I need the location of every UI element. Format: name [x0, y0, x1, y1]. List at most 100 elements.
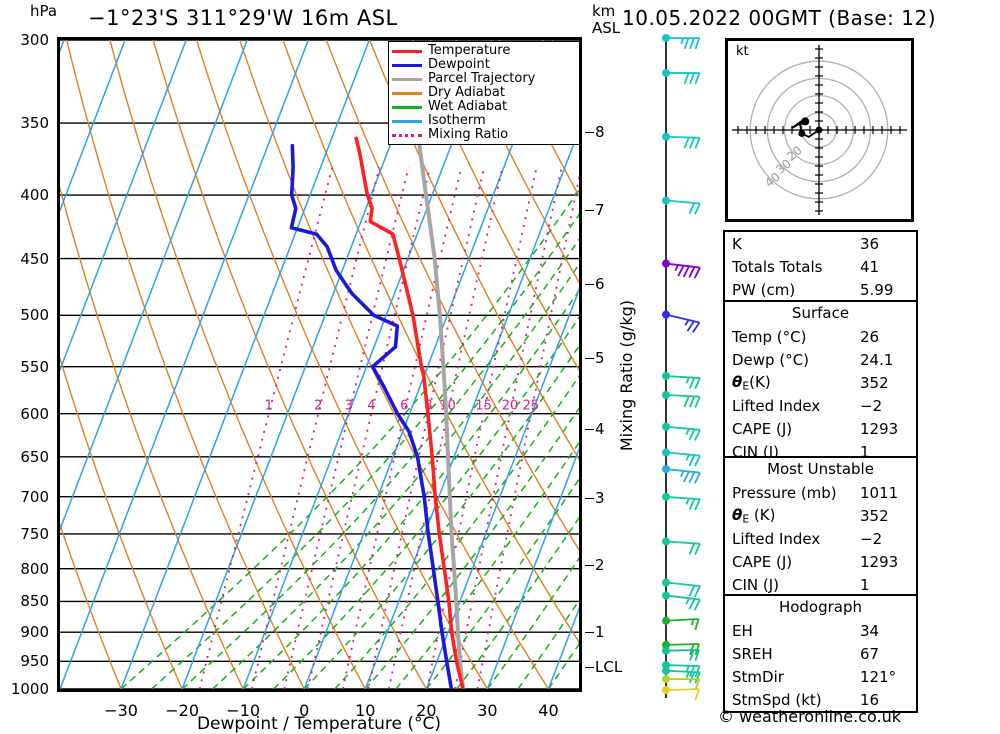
svg-text:15: 15 — [475, 399, 492, 414]
index-row: Lifted Index−2 — [725, 527, 916, 550]
index-label: Pressure (mb) — [732, 484, 860, 502]
lcl-tick-mark — [585, 667, 594, 668]
index-label: Temp (°C) — [732, 328, 860, 346]
pressure-tick-label: 1000 — [11, 680, 49, 698]
pressure-tick-label: 900 — [20, 623, 49, 641]
index-row: θE(K)352 — [725, 371, 916, 394]
index-value: −2 — [860, 530, 916, 548]
wind-barb — [662, 449, 700, 467]
legend-label: Mixing Ratio — [428, 128, 508, 142]
legend-swatch-icon — [392, 134, 422, 137]
legend-label: Dry Adiabat — [428, 86, 505, 100]
height-tick-label: 8 — [595, 123, 605, 141]
index-value: 16 — [860, 691, 916, 709]
mixing-ratio-axis-label: Mixing Ratio (g/kg) — [617, 300, 636, 451]
legend-swatch-icon — [392, 106, 422, 109]
panel-heading: Most Unstable — [725, 458, 916, 481]
wind-barb — [662, 260, 700, 279]
index-value: 24.1 — [860, 351, 916, 369]
index-label: Lifted Index — [732, 530, 860, 548]
pressure-unit-label: hPa — [30, 4, 57, 19]
index-label: SREH — [732, 645, 860, 663]
pressure-tick-label: 750 — [20, 525, 49, 543]
height-tick-label: 7 — [595, 201, 605, 219]
index-label: K — [732, 235, 860, 253]
wind-barb — [662, 69, 699, 84]
legend-item: Parcel Trajectory — [392, 72, 576, 86]
panel-heading: Hodograph — [725, 596, 916, 619]
lcl-label: LCL — [595, 658, 622, 676]
wind-barb — [662, 372, 700, 389]
index-row: Temp (°C)26 — [725, 325, 916, 348]
height-tick-mark — [585, 132, 594, 133]
height-tick-label: 3 — [595, 489, 605, 507]
hodograph-unit-label: kt — [736, 45, 749, 58]
pressure-tick-label: 600 — [20, 405, 49, 423]
index-value: 1011 — [860, 484, 916, 502]
wind-barb — [662, 34, 699, 49]
wind-barb — [662, 465, 700, 483]
index-row: Pressure (mb)1011 — [725, 481, 916, 504]
height-tick-mark — [585, 429, 594, 430]
wind-barb — [662, 311, 699, 333]
index-value: 1293 — [860, 420, 916, 438]
height-tick-mark — [585, 498, 594, 499]
station-title: −1°23'S 311°29'W 16m ASL — [88, 8, 398, 29]
index-row: θE (K)352 — [725, 504, 916, 527]
wind-barb — [662, 617, 699, 630]
pressure-tick-label: 550 — [20, 358, 49, 376]
pressure-tick-label: 400 — [20, 186, 49, 204]
index-row: PW (cm)5.99 — [725, 278, 916, 301]
legend-swatch-icon — [392, 120, 422, 123]
legend-swatch-icon — [392, 64, 422, 67]
legend-item: Temperature — [392, 44, 576, 58]
temperature-tick-label: −20 — [165, 701, 199, 720]
wind-barb — [662, 133, 700, 149]
svg-text:20: 20 — [502, 399, 519, 414]
index-label: PW (cm) — [732, 281, 860, 299]
index-value: 34 — [860, 622, 916, 640]
x-axis-title: Dewpoint / Temperature (°C) — [197, 714, 441, 734]
pressure-tick-label: 650 — [20, 448, 49, 466]
legend-item: Dewpoint — [392, 58, 576, 72]
index-value: 26 — [860, 328, 916, 346]
pressure-tick-label: 950 — [20, 652, 49, 670]
legend-swatch-icon — [392, 92, 422, 95]
run-datetime-title: 10.05.2022 00GMT (Base: 12) — [622, 8, 936, 28]
index-row: CAPE (J)1293 — [725, 550, 916, 573]
panel-heading: Surface — [725, 302, 916, 325]
index-label: CAPE (J) — [732, 553, 860, 571]
height-tick-mark — [585, 358, 594, 359]
legend-label: Wet Adiabat — [428, 100, 507, 114]
wind-barb — [662, 197, 700, 215]
pressure-tick-label: 450 — [20, 250, 49, 268]
index-label: Totals Totals — [732, 258, 860, 276]
wind-barb — [662, 647, 699, 661]
index-value: 121° — [860, 668, 916, 686]
legend-label: Dewpoint — [428, 58, 490, 72]
temperature-tick-label: −30 — [104, 701, 138, 720]
height-unit-label: km — [592, 4, 615, 19]
wind-barb — [662, 592, 700, 611]
height-tick-mark — [585, 284, 594, 285]
height-tick-mark — [585, 632, 594, 633]
height-tick-mark — [585, 210, 594, 211]
index-value: 352 — [860, 507, 916, 525]
wind-barb — [662, 493, 700, 510]
index-label: Lifted Index — [732, 397, 860, 415]
index-label: Dewp (°C) — [732, 351, 860, 369]
pressure-tick-label: 300 — [20, 31, 49, 49]
legend-item: Wet Adiabat — [392, 100, 576, 114]
index-value: 1293 — [860, 553, 916, 571]
index-label: CAPE (J) — [732, 420, 860, 438]
